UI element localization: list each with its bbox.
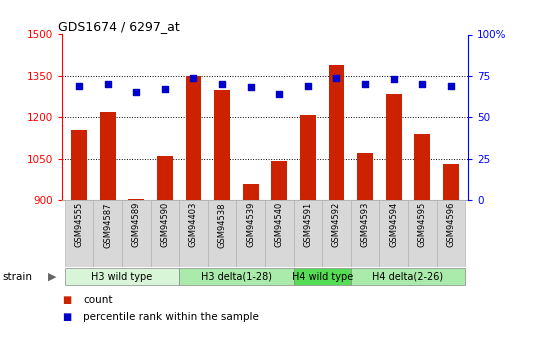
Bar — [236, 200, 265, 267]
Point — [246, 85, 255, 90]
Bar — [294, 200, 322, 267]
Bar — [379, 200, 408, 267]
Bar — [208, 200, 236, 267]
Text: GDS1674 / 6297_at: GDS1674 / 6297_at — [58, 20, 180, 33]
Point — [103, 81, 112, 87]
Text: GSM94590: GSM94590 — [160, 202, 169, 247]
Text: GSM94596: GSM94596 — [447, 202, 455, 247]
Text: GSM94594: GSM94594 — [389, 202, 398, 247]
Bar — [179, 268, 294, 285]
Text: GSM94589: GSM94589 — [132, 202, 141, 247]
Point — [75, 83, 83, 89]
Text: GSM94593: GSM94593 — [360, 202, 370, 247]
Text: GSM94591: GSM94591 — [303, 202, 313, 247]
Bar — [214, 90, 230, 200]
Text: H3 wild type: H3 wild type — [91, 272, 153, 282]
Text: GSM94539: GSM94539 — [246, 202, 255, 247]
Text: H4 delta(2-26): H4 delta(2-26) — [372, 272, 443, 282]
Text: GSM94555: GSM94555 — [75, 202, 83, 247]
Bar — [351, 200, 379, 267]
Bar — [437, 200, 465, 267]
Bar — [414, 134, 430, 200]
Text: GSM94403: GSM94403 — [189, 202, 198, 247]
Bar — [179, 200, 208, 267]
Text: ▶: ▶ — [48, 272, 57, 282]
Bar — [65, 268, 179, 285]
Text: H4 wild type: H4 wild type — [292, 272, 353, 282]
Bar — [157, 156, 173, 200]
Bar — [151, 200, 179, 267]
Text: ■: ■ — [62, 313, 71, 322]
Bar — [408, 200, 437, 267]
Text: H3 delta(1-28): H3 delta(1-28) — [201, 272, 272, 282]
Point — [160, 86, 169, 92]
Text: GSM94592: GSM94592 — [332, 202, 341, 247]
Bar — [271, 161, 287, 200]
Bar — [65, 200, 93, 267]
Point — [418, 81, 427, 87]
Point — [218, 81, 226, 87]
Text: percentile rank within the sample: percentile rank within the sample — [83, 313, 259, 322]
Point — [189, 75, 198, 80]
Bar — [386, 94, 401, 200]
Bar — [443, 164, 459, 200]
Bar — [100, 112, 116, 200]
Bar — [294, 268, 351, 285]
Bar — [265, 200, 294, 267]
Bar — [129, 199, 144, 200]
Point — [275, 91, 284, 97]
Bar — [122, 200, 151, 267]
Bar — [357, 153, 373, 200]
Text: GSM94587: GSM94587 — [103, 202, 112, 248]
Text: count: count — [83, 295, 113, 305]
Text: GSM94540: GSM94540 — [275, 202, 284, 247]
Point — [361, 81, 370, 87]
Point — [303, 83, 312, 89]
Text: ■: ■ — [62, 295, 71, 305]
Text: GSM94595: GSM94595 — [418, 202, 427, 247]
Bar — [243, 184, 259, 200]
Point — [447, 83, 455, 89]
Bar — [93, 200, 122, 267]
Point — [390, 77, 398, 82]
Point — [132, 90, 140, 95]
Bar — [322, 200, 351, 267]
Bar — [71, 130, 87, 200]
Text: strain: strain — [3, 272, 33, 282]
Bar — [329, 65, 344, 200]
Point — [332, 75, 341, 80]
Bar — [351, 268, 465, 285]
Bar — [186, 76, 201, 200]
Bar — [300, 115, 316, 200]
Text: GSM94538: GSM94538 — [217, 202, 226, 248]
